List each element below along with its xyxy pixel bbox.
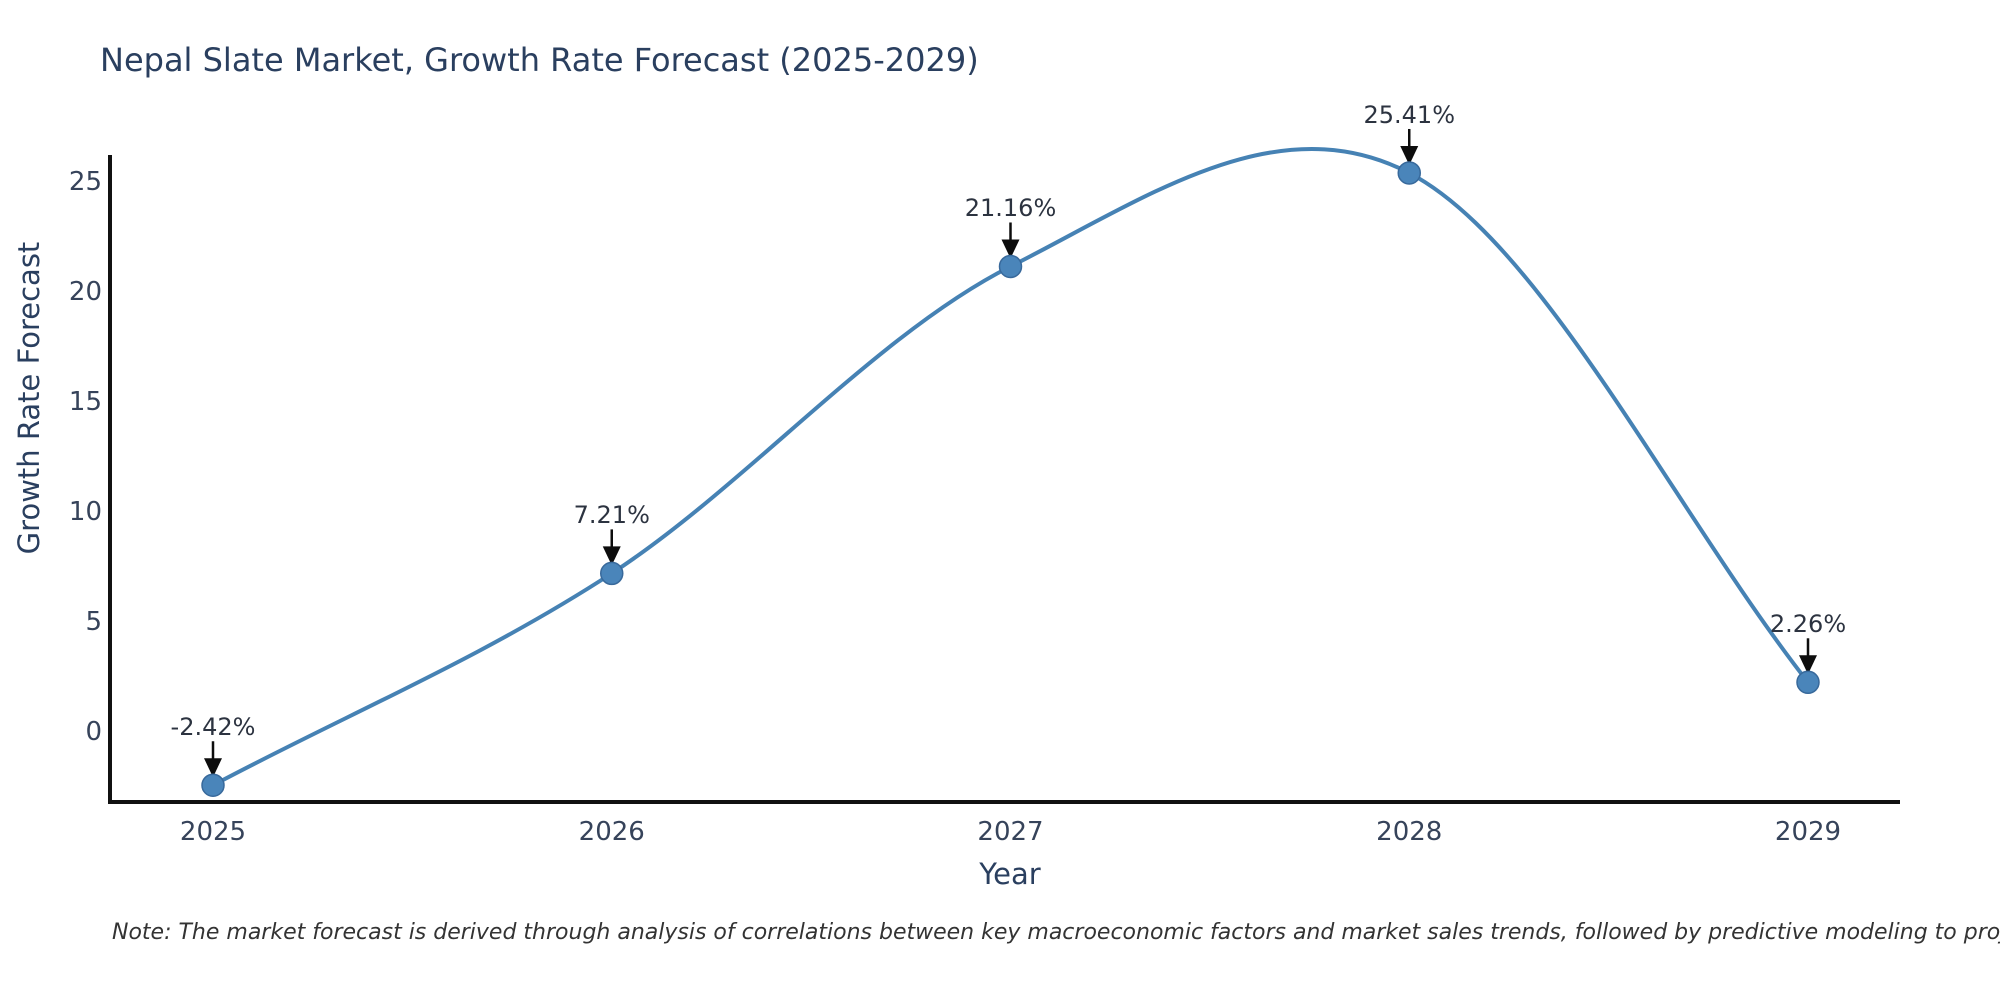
data-point-label: 25.41% [1363, 100, 1456, 129]
data-point-marker [998, 254, 1023, 279]
footnote: Note: The market forecast is derived thr… [112, 920, 2000, 945]
x-tick-label: 2027 [977, 817, 1044, 847]
data-point-label: 21.16% [964, 194, 1057, 223]
x-tick-label: 2025 [179, 817, 247, 847]
y-tick-label: 10 [68, 497, 102, 527]
data-point-marker [1397, 161, 1421, 185]
annotation-arrow-head [1799, 655, 1817, 675]
data-point-label: -2.42% [170, 713, 256, 742]
y-tick-label: 5 [85, 607, 102, 637]
data-point-label: 7.21% [573, 501, 650, 530]
x-axis-title: Year [979, 857, 1041, 891]
y-tick-label: 20 [68, 277, 102, 307]
annotation-arrow-head [1001, 239, 1020, 259]
y-tick-label: 25 [68, 167, 102, 197]
data-point-label: 2.26% [1769, 610, 1847, 639]
y-tick-label: 0 [85, 717, 102, 747]
axis-spines [108, 155, 1900, 804]
annotation-arrow-head [602, 546, 621, 566]
x-tick-label: 2029 [1774, 817, 1842, 847]
data-point-marker [600, 561, 624, 586]
annotation-arrow-head [204, 758, 222, 778]
chart-title: Nepal Slate Market, Growth Rate Forecast… [100, 41, 979, 79]
data-point-marker [201, 773, 225, 797]
data-point-marker [1796, 670, 1820, 695]
x-tick-label: 2028 [1376, 817, 1443, 847]
annotation-arrow-head [1400, 145, 1419, 165]
x-tick-label: 2026 [578, 817, 645, 847]
y-tick-label: 15 [68, 387, 102, 417]
